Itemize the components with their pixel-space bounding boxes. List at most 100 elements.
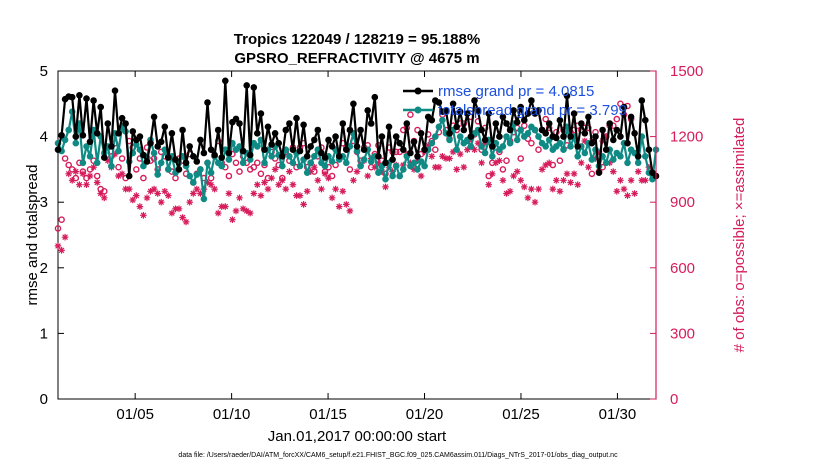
obs-assimilated-point bbox=[197, 190, 204, 197]
obs-assimilated-point bbox=[68, 177, 76, 184]
obs-possible-point bbox=[346, 166, 354, 173]
obs-assimilated-point bbox=[111, 150, 119, 158]
rmse-point bbox=[264, 123, 272, 131]
obs-assimilated-point bbox=[375, 159, 382, 167]
rmse-point bbox=[503, 120, 510, 127]
obs-assimilated-point bbox=[464, 146, 471, 153]
totalspread-point bbox=[165, 166, 172, 173]
obs-assimilated-point bbox=[538, 166, 546, 173]
rmse-point bbox=[489, 143, 496, 150]
obs-assimilated-point bbox=[503, 190, 510, 197]
rmse-point bbox=[239, 147, 247, 155]
obs-assimilated-point bbox=[303, 188, 311, 195]
obs-assimilated-point bbox=[339, 188, 347, 195]
rmse-point bbox=[172, 156, 179, 163]
totalspread-point bbox=[467, 143, 475, 150]
obs-assimilated-point bbox=[225, 190, 233, 197]
obs-possible-point bbox=[528, 139, 535, 147]
obs-assimilated-point bbox=[86, 172, 94, 180]
rmse-point bbox=[207, 146, 215, 153]
rmse-point bbox=[617, 133, 624, 140]
rmse-point bbox=[214, 126, 222, 134]
rmse-point bbox=[392, 133, 400, 140]
footer-datafile: data file: /Users/raeder/DAI/ATM_forcXX/… bbox=[178, 452, 618, 459]
obs-assimilated-point bbox=[428, 153, 436, 160]
rmse-point bbox=[560, 133, 567, 140]
obs-assimilated-point bbox=[353, 168, 361, 175]
rmse-point bbox=[382, 159, 389, 167]
obs-possible-point bbox=[588, 170, 596, 178]
obs-assimilated-point bbox=[58, 247, 65, 254]
rmse-point bbox=[353, 143, 361, 150]
obs-assimilated-point bbox=[574, 181, 581, 188]
rmse-point bbox=[253, 130, 261, 137]
rmse-point bbox=[467, 133, 475, 140]
totalspread-point bbox=[154, 171, 161, 178]
rmse-point bbox=[631, 130, 638, 137]
obs-assimilated-point bbox=[101, 194, 108, 202]
rmse-point bbox=[556, 116, 564, 124]
obs-assimilated-point bbox=[115, 172, 122, 180]
rmse-point bbox=[246, 151, 254, 159]
totalspread-point bbox=[481, 149, 489, 157]
rmse-point bbox=[417, 130, 425, 137]
totalspread-point bbox=[456, 133, 464, 140]
rmse-point bbox=[300, 121, 307, 129]
obs-assimilated-point bbox=[346, 207, 354, 215]
rmse-point bbox=[624, 139, 631, 147]
rmse-point bbox=[157, 138, 165, 146]
totalspread-point bbox=[602, 159, 610, 167]
rmse-point bbox=[414, 153, 421, 160]
rmse-point bbox=[435, 99, 443, 106]
rmse-point bbox=[510, 107, 517, 114]
totalspread-point bbox=[246, 156, 254, 163]
obs-assimilated-point bbox=[581, 137, 589, 145]
rmse-point bbox=[524, 110, 532, 117]
totalspread-point bbox=[506, 139, 514, 147]
obs-assimilated-point bbox=[638, 177, 646, 184]
totalspread-point bbox=[513, 136, 521, 144]
y-left-tick-label: 4 bbox=[40, 129, 48, 146]
obs-assimilated-point bbox=[211, 185, 218, 193]
x-axis: 01/05 01/10 01/15 01/20 01/25 01/30 bbox=[116, 71, 636, 423]
totalspread-point bbox=[414, 166, 421, 173]
obs-assimilated-point bbox=[257, 192, 265, 199]
obs-assimilated-point bbox=[513, 168, 521, 175]
x-tick-label: 01/05 bbox=[116, 406, 154, 423]
obs-assimilated-point bbox=[136, 203, 144, 210]
obs-assimilated-point bbox=[65, 170, 72, 178]
rmse-series bbox=[54, 77, 660, 180]
obs-assimilated-point bbox=[442, 155, 450, 162]
rmse-point bbox=[357, 126, 364, 134]
y-right-tick-label: 300 bbox=[670, 325, 695, 342]
obs-assimilated-point bbox=[563, 170, 571, 178]
totalspread-point bbox=[417, 158, 425, 165]
totalspread-point bbox=[236, 143, 243, 150]
y-left-tick-label: 3 bbox=[40, 194, 48, 211]
rmse-point bbox=[58, 132, 65, 139]
rmse-point bbox=[101, 154, 108, 161]
obs-assimilated-point bbox=[378, 168, 386, 175]
rmse-point bbox=[453, 123, 461, 131]
obs-assimilated-point bbox=[524, 194, 532, 202]
obs-possible-point bbox=[332, 161, 339, 169]
rmse-point bbox=[232, 115, 240, 123]
plot-area bbox=[57, 70, 657, 400]
obs-assimilated-point bbox=[492, 159, 500, 167]
rmse-point bbox=[645, 146, 653, 153]
obs-assimilated-point bbox=[585, 163, 592, 171]
rmse-point bbox=[360, 146, 368, 153]
x-tick-label: 01/30 bbox=[599, 406, 637, 423]
rmse-point bbox=[442, 107, 450, 114]
rmse-point bbox=[143, 158, 151, 165]
obs-assimilated-point bbox=[592, 155, 599, 162]
obs-possible-point bbox=[115, 163, 122, 171]
obs-assimilated-point bbox=[328, 194, 336, 202]
totalspread-point bbox=[268, 153, 275, 160]
rmse-point bbox=[581, 130, 589, 137]
rmse-point bbox=[620, 103, 628, 111]
rmse-point bbox=[328, 143, 336, 150]
y-left-tick-label: 5 bbox=[40, 63, 48, 80]
rmse-point bbox=[268, 141, 275, 148]
